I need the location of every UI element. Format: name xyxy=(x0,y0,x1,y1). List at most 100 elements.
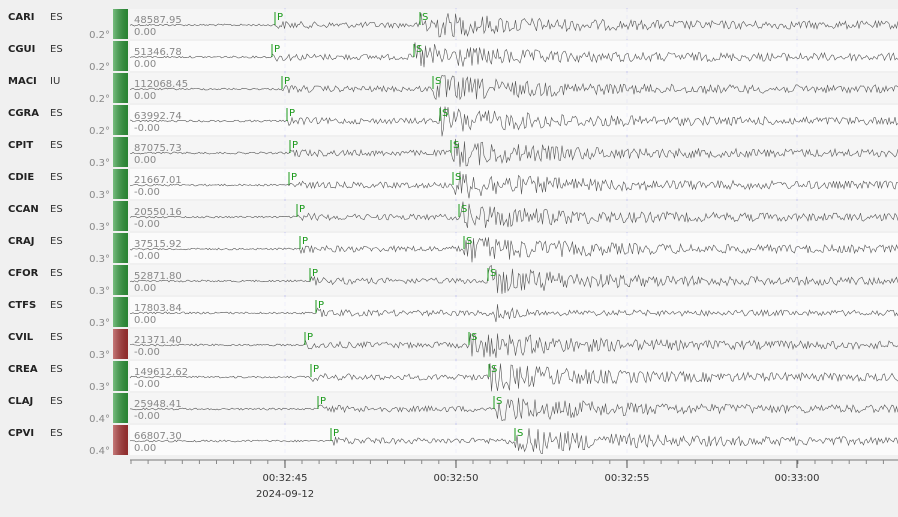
network-code: ES xyxy=(50,204,63,215)
station-code[interactable]: CDIE xyxy=(8,172,34,183)
s-pick-label[interactable]: S xyxy=(466,236,472,247)
p-pick-label[interactable]: P xyxy=(333,428,339,439)
network-code: ES xyxy=(50,332,63,343)
p-pick-label[interactable]: P xyxy=(312,268,318,279)
min-amplitude: -0.00 xyxy=(134,251,160,262)
waveform xyxy=(130,304,898,323)
distance: 0.2° xyxy=(89,30,110,41)
min-amplitude: 0.00 xyxy=(134,91,156,102)
distance: 0.3° xyxy=(89,382,110,393)
min-amplitude: 0.00 xyxy=(134,27,156,38)
p-pick-label[interactable]: P xyxy=(299,204,305,215)
distance: 0.3° xyxy=(89,158,110,169)
p-pick-label[interactable]: P xyxy=(320,396,326,407)
min-amplitude: -0.00 xyxy=(134,379,160,390)
station-code[interactable]: CGUI xyxy=(8,44,35,55)
s-pick-label[interactable]: S xyxy=(453,140,459,151)
station-code[interactable]: CRAJ xyxy=(8,236,35,247)
status-shade xyxy=(113,297,128,327)
max-amplitude: 37515.92 xyxy=(134,239,182,250)
p-pick-label[interactable]: P xyxy=(289,108,295,119)
network-code: ES xyxy=(50,44,63,55)
station-code[interactable]: CREA xyxy=(8,364,38,375)
s-pick-label[interactable]: S xyxy=(442,108,448,119)
min-amplitude: -0.00 xyxy=(134,219,160,230)
station-code[interactable]: CARI xyxy=(8,12,35,23)
s-pick-label[interactable]: S xyxy=(517,428,523,439)
network-code: ES xyxy=(50,12,63,23)
min-amplitude: 0.00 xyxy=(134,59,156,70)
status-shade xyxy=(113,425,128,455)
network-code: ES xyxy=(50,236,63,247)
station-code[interactable]: CCAN xyxy=(8,204,39,215)
p-pick-label[interactable]: P xyxy=(318,300,324,311)
trace-row xyxy=(130,169,898,199)
min-amplitude: 0.00 xyxy=(134,155,156,166)
network-code: ES xyxy=(50,172,63,183)
status-shade xyxy=(113,201,128,231)
waveform xyxy=(129,363,898,392)
s-pick-label[interactable]: S xyxy=(435,76,441,87)
time-tick-label: 00:32:45 xyxy=(263,473,308,484)
max-amplitude: 25948.41 xyxy=(134,399,182,410)
station-code[interactable]: CTFS xyxy=(8,300,36,311)
p-pick-label[interactable]: P xyxy=(274,44,280,55)
s-pick-label[interactable]: S xyxy=(490,268,496,279)
max-amplitude: 63992.74 xyxy=(134,111,182,122)
network-code: ES xyxy=(50,428,63,439)
date-label: 2024-09-12 xyxy=(256,489,314,500)
waveform xyxy=(129,428,898,454)
s-pick-label[interactable]: S xyxy=(471,332,477,343)
station-code[interactable]: CGRA xyxy=(8,108,39,119)
p-pick-label[interactable]: P xyxy=(277,12,283,23)
p-pick-label[interactable]: P xyxy=(307,332,313,343)
s-pick-label[interactable]: S xyxy=(496,396,502,407)
s-pick-label[interactable]: S xyxy=(455,172,461,183)
s-pick-label[interactable]: S xyxy=(416,44,422,55)
trace-row xyxy=(130,137,898,167)
status-shade xyxy=(113,233,128,263)
waveform xyxy=(129,13,898,38)
trace-row xyxy=(130,233,898,263)
station-code[interactable]: CPIT xyxy=(8,140,33,151)
distance: 0.3° xyxy=(89,190,110,201)
s-pick-label[interactable]: S xyxy=(461,204,467,215)
status-shade xyxy=(113,169,128,199)
network-code: ES xyxy=(50,364,63,375)
status-shade xyxy=(113,361,128,391)
max-amplitude: 21667.01 xyxy=(134,175,182,186)
network-code: ES xyxy=(50,140,63,151)
trace-row xyxy=(130,201,898,231)
max-amplitude: 52871.80 xyxy=(134,271,182,282)
network-code: IU xyxy=(50,76,60,87)
trace-row xyxy=(130,41,898,71)
station-code[interactable]: CLAJ xyxy=(8,396,33,407)
distance: 0.2° xyxy=(89,62,110,73)
status-shade xyxy=(113,265,128,295)
status-shade xyxy=(113,137,128,167)
s-pick-label[interactable]: S xyxy=(491,364,497,375)
station-code[interactable]: CFOR xyxy=(8,268,39,279)
s-pick-label[interactable]: S xyxy=(422,12,428,23)
max-amplitude: 112068.45 xyxy=(134,79,188,90)
max-amplitude: 21371.40 xyxy=(134,335,182,346)
station-code[interactable]: CPVI xyxy=(8,428,34,439)
p-pick-label[interactable]: P xyxy=(302,236,308,247)
max-amplitude: 87075.73 xyxy=(134,143,182,154)
max-amplitude: 149612.62 xyxy=(134,367,188,378)
p-pick-label[interactable]: P xyxy=(313,364,319,375)
status-shade xyxy=(113,105,128,135)
time-tick-label: 00:32:55 xyxy=(605,473,650,484)
p-pick-label[interactable]: P xyxy=(291,172,297,183)
p-pick-label[interactable]: P xyxy=(292,140,298,151)
min-amplitude: -0.00 xyxy=(134,123,160,134)
status-shade xyxy=(113,9,128,39)
trace-row xyxy=(130,393,898,423)
station-code[interactable]: MACI xyxy=(8,76,37,87)
p-pick-label[interactable]: P xyxy=(284,76,290,87)
station-code[interactable]: CVIL xyxy=(8,332,34,343)
status-shade xyxy=(113,73,128,103)
network-code: ES xyxy=(50,300,63,311)
waveform xyxy=(129,171,898,199)
waveform xyxy=(129,237,898,263)
